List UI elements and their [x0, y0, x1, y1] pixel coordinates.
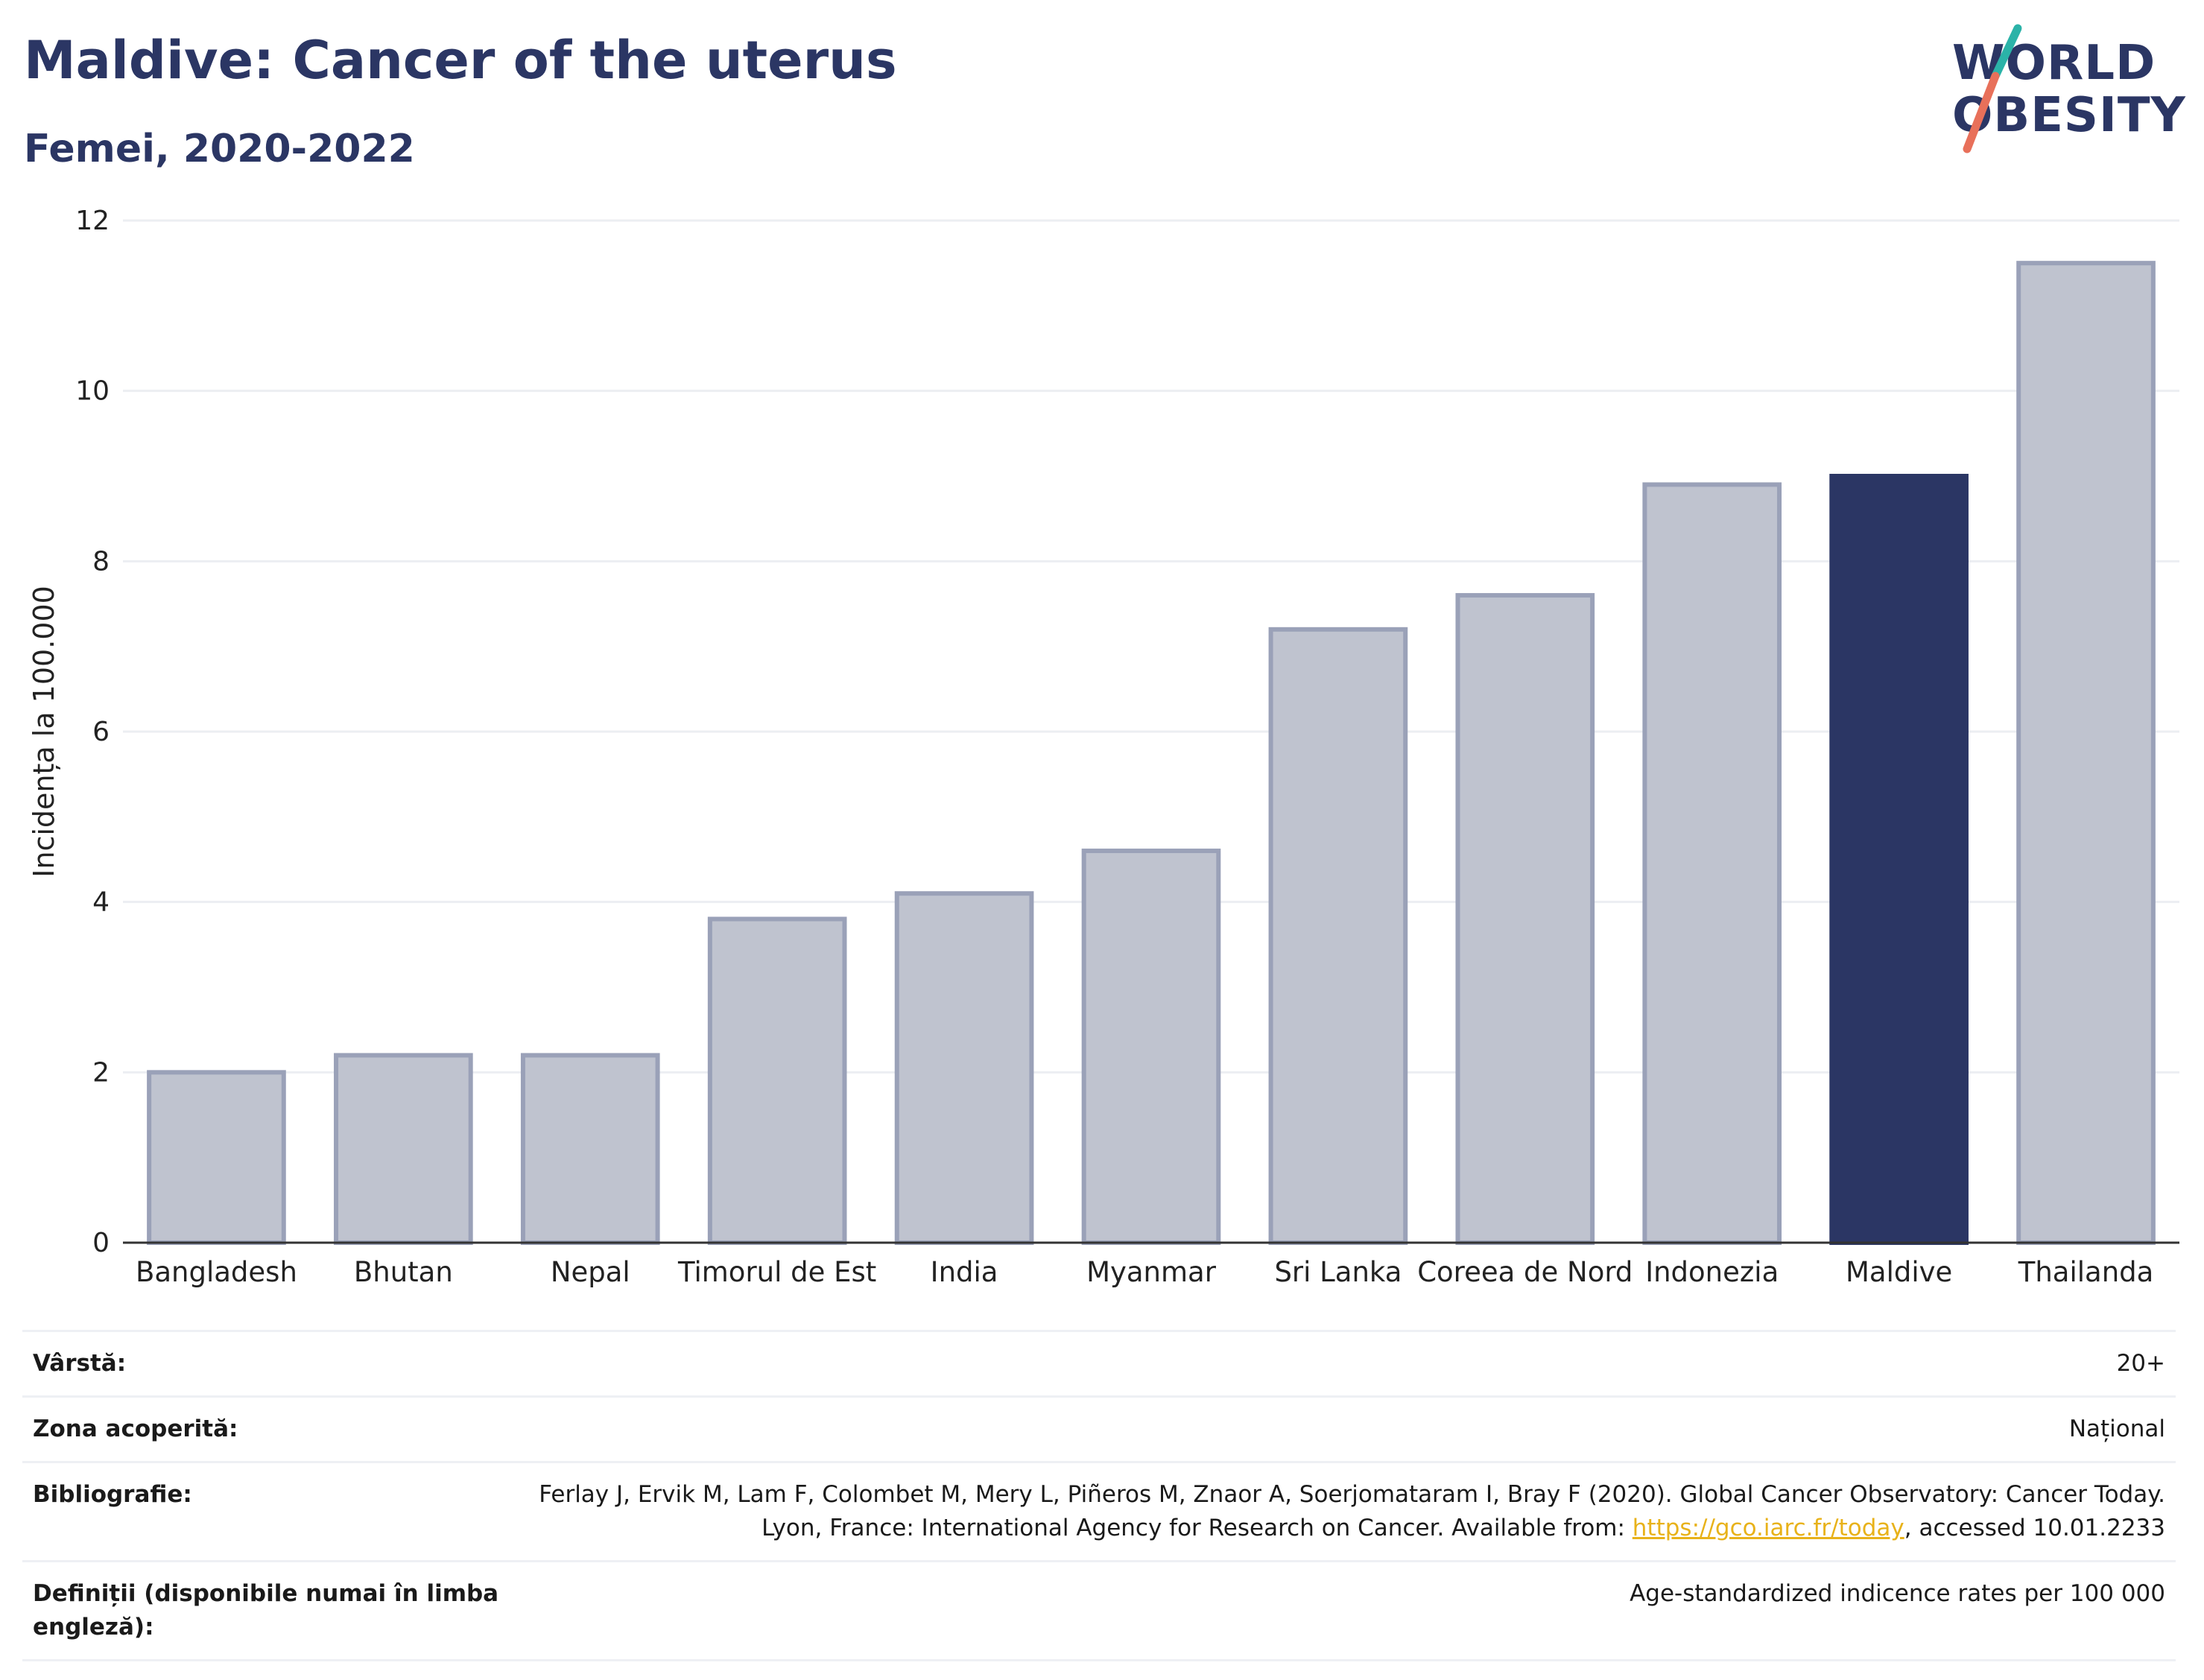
y-tick-label: 0	[92, 1228, 110, 1258]
page-title: Maldive: Cancer of the uterus	[24, 30, 897, 91]
y-tick-label: 10	[75, 376, 110, 407]
y-tick-label: 2	[92, 1057, 110, 1088]
bar-maldive	[1829, 474, 1969, 1245]
bar-timorul-de-est	[707, 916, 847, 1245]
logo-slash-icon	[1963, 24, 2022, 153]
x-tick-label: India	[931, 1256, 998, 1288]
x-tick-label: Maldive	[1846, 1256, 1952, 1288]
x-tick-label: Thailanda	[2018, 1256, 2154, 1288]
bar-india	[894, 891, 1034, 1245]
bar-thailanda	[2016, 261, 2156, 1246]
bibliography-accessed: , accessed 10.01.2233	[1904, 1514, 2165, 1541]
x-tick-label: Timorul de Est	[677, 1256, 876, 1288]
y-axis-label: Incidența la 100.000	[28, 586, 60, 878]
bar-bangladesh	[147, 1070, 286, 1246]
bar-bhutan	[334, 1053, 473, 1246]
y-tick-label: 6	[92, 717, 110, 747]
y-tick-label: 8	[92, 546, 110, 577]
meta-row-definitions: Definiții (disponibile numai în limba en…	[22, 1559, 2176, 1661]
meta-value-age: 20+	[528, 1330, 2176, 1397]
y-tick-label: 12	[75, 206, 110, 236]
x-tick-label: Bhutan	[354, 1256, 453, 1288]
x-tick-label: Bangladesh	[136, 1256, 297, 1288]
x-tick-label: Indonezia	[1645, 1256, 1779, 1288]
bar-nepal	[520, 1053, 660, 1246]
meta-key-age: Vârstă:	[22, 1330, 528, 1397]
meta-row-bibliography: Bibliografie: Ferlay J, Ervik M, Lam F, …	[22, 1460, 2176, 1562]
x-tick-label: Sri Lanka	[1274, 1256, 1402, 1288]
bar-chart: 0 2 4 6 8 10 12 Incidența la 100.000 Bangladesh B…	[28, 206, 2179, 1288]
bibliography-text: Ferlay J, Ervik M, Lam F, Colombet M, Me…	[539, 1480, 2165, 1541]
meta-key-area: Zona acoperită:	[22, 1395, 528, 1462]
world-obesity-logo: WORLD OBESITY	[1937, 22, 2191, 164]
meta-row-area: Zona acoperită: Național	[22, 1395, 2176, 1462]
x-tick-label: Nepal	[551, 1256, 630, 1288]
meta-row-age: Vârstă: 20+	[22, 1330, 2176, 1397]
meta-value-area: Național	[528, 1395, 2176, 1462]
y-tick-label: 4	[92, 887, 110, 918]
meta-key-definitions: Definiții (disponibile numai în limba en…	[22, 1559, 528, 1661]
logo-line-1: WORLD	[1952, 36, 2156, 91]
x-tick-label: Myanmar	[1086, 1256, 1217, 1288]
bar-coreea-de-nord	[1455, 593, 1595, 1245]
meta-value-bibliography: Ferlay J, Ervik M, Lam F, Colombet M, Me…	[528, 1460, 2176, 1562]
bar-sri-lanka	[1268, 627, 1408, 1245]
x-tick-label: Coreea de Nord	[1417, 1256, 1633, 1288]
meta-key-bibliography: Bibliografie:	[22, 1460, 528, 1562]
metadata-table: Vârstă: 20+ Zona acoperită: Național Bib…	[22, 1330, 2176, 1661]
page-subtitle: Femei, 2020-2022	[24, 127, 415, 171]
bar-indonezia	[1642, 482, 1782, 1245]
bar-myanmar	[1081, 849, 1221, 1245]
bibliography-link[interactable]: https://gco.iarc.fr/today	[1632, 1514, 1904, 1541]
meta-value-definitions: Age-standardized indicence rates per 100…	[528, 1559, 2176, 1661]
